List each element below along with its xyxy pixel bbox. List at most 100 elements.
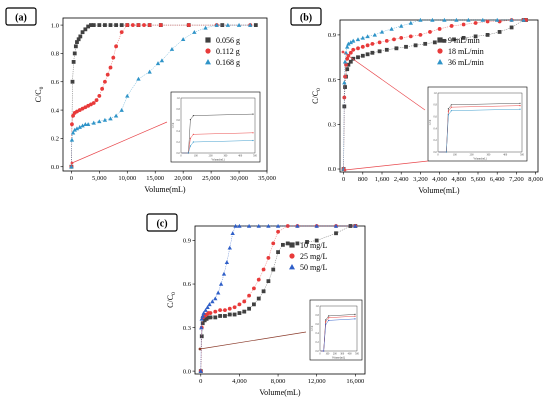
data-point <box>108 23 113 27</box>
data-point <box>305 240 309 244</box>
inset-point <box>325 323 327 325</box>
x-tick-label: 4,000 <box>432 176 447 183</box>
data-point <box>365 43 370 48</box>
data-point <box>105 72 110 77</box>
plot-frame <box>194 225 366 375</box>
data-point <box>80 123 85 128</box>
data-point <box>276 250 280 255</box>
data-point <box>379 29 385 34</box>
zoom-arrow <box>344 160 429 171</box>
data-point <box>213 296 218 301</box>
data-point <box>256 223 261 228</box>
legend-label: 9 mL/min <box>448 36 480 45</box>
data-point <box>389 26 394 31</box>
data-point <box>346 62 351 67</box>
data-point <box>247 306 251 311</box>
inset-x-tick: 200 <box>333 353 338 356</box>
legend-label: 36 mL/min <box>448 58 484 67</box>
inset-y-tick: 0.0 <box>316 350 320 353</box>
inset-y-tick: 0.6 <box>434 116 438 119</box>
data-point <box>103 23 107 27</box>
y-tick-label: 0.2 <box>51 136 59 143</box>
data-point <box>342 59 348 64</box>
data-point <box>77 124 82 129</box>
legend-label: 18 mL/min <box>448 47 484 56</box>
inset-point <box>447 108 449 110</box>
data-point <box>394 46 399 51</box>
data-point <box>108 116 113 121</box>
data-point <box>237 302 242 307</box>
data-point <box>77 108 82 112</box>
data-point <box>205 305 210 310</box>
data-point <box>147 69 152 74</box>
panel-1: 0 5,000 10,000 15,000 20,000 25,000 30,000 35,0… <box>5 7 276 194</box>
data-point <box>103 79 107 84</box>
data-point <box>158 23 163 27</box>
inset-x-label: Volume(mL) <box>473 158 486 161</box>
inset-point <box>354 318 356 320</box>
data-point <box>370 50 375 55</box>
inset: 0.0 0.2 0.4 0.6 0.8 1.0 0 100 200 300 400 500 Volume… <box>170 91 261 163</box>
x-tick-label: 15,000 <box>146 175 164 182</box>
inset-y-tick: 0.6 <box>316 323 320 326</box>
zoom-arrow-head <box>343 168 347 172</box>
data-point <box>377 40 382 45</box>
data-point <box>266 223 271 228</box>
panel-3: 0 4,000 8,000 12,000 16,000 0.0 0.3 0.6 0.9 Volum… <box>146 213 366 397</box>
data-point <box>473 21 478 25</box>
data-point <box>198 368 203 373</box>
data-point <box>252 302 256 307</box>
data-point <box>271 267 276 272</box>
data-point <box>423 41 428 46</box>
x-tick-label: 8,000 <box>271 378 286 385</box>
inset-x-tick: 500 <box>253 155 258 158</box>
y-tick-label: 0.0 <box>328 166 336 173</box>
inset-point <box>450 104 452 106</box>
data-point <box>230 231 235 236</box>
data-point <box>256 296 261 301</box>
inset-y-tick: 0.4 <box>434 127 438 130</box>
inset-point <box>328 315 330 317</box>
data-point <box>69 164 74 169</box>
data-point <box>71 113 75 118</box>
data-point <box>223 308 227 313</box>
series-50-mg-l <box>198 223 358 373</box>
inset-x-label: Volume(mL) <box>332 357 345 360</box>
data-point <box>71 60 76 64</box>
data-point <box>114 23 118 27</box>
panel-2: 0 800 1,600 2,400 3,200 4,000 4,800 5,600 6,400 7… <box>290 7 543 195</box>
y-tick-label: 0.0 <box>51 164 59 171</box>
data-point <box>94 98 99 103</box>
legend-marker <box>437 48 443 54</box>
data-point <box>432 40 437 45</box>
data-point <box>256 277 261 282</box>
data-point <box>232 312 237 317</box>
data-point <box>213 315 218 320</box>
x-axis-label: Volume(mL) <box>144 185 186 194</box>
data-point <box>355 37 361 42</box>
x-tick-label: 20,000 <box>174 175 192 182</box>
inset-y-tick: 0.2 <box>434 139 438 142</box>
inset-axes <box>319 305 358 352</box>
data-point <box>73 44 78 49</box>
inset-x-tick: 500 <box>520 154 525 157</box>
inset-x-tick: 100 <box>194 155 199 158</box>
x-tick-label: 0 <box>342 176 345 183</box>
data-point <box>72 127 77 132</box>
data-point <box>253 23 258 27</box>
data-point <box>233 223 238 228</box>
legend-label: 25 mg/L <box>300 252 327 261</box>
panel-label: (a) <box>15 13 27 24</box>
data-point <box>473 34 478 39</box>
inset-x-tick: 100 <box>325 353 330 356</box>
data-point <box>91 120 96 125</box>
x-tick-label: 12,000 <box>308 378 326 385</box>
x-tick-label: 2,400 <box>394 176 409 183</box>
data-point <box>76 37 81 42</box>
y-tick-label: 0.3 <box>328 122 336 129</box>
x-tick-label: 0 <box>199 378 202 385</box>
data-point <box>89 23 93 27</box>
legend-marker <box>205 37 211 43</box>
inset-point <box>519 102 521 104</box>
x-tick-label: 10,000 <box>118 175 136 182</box>
